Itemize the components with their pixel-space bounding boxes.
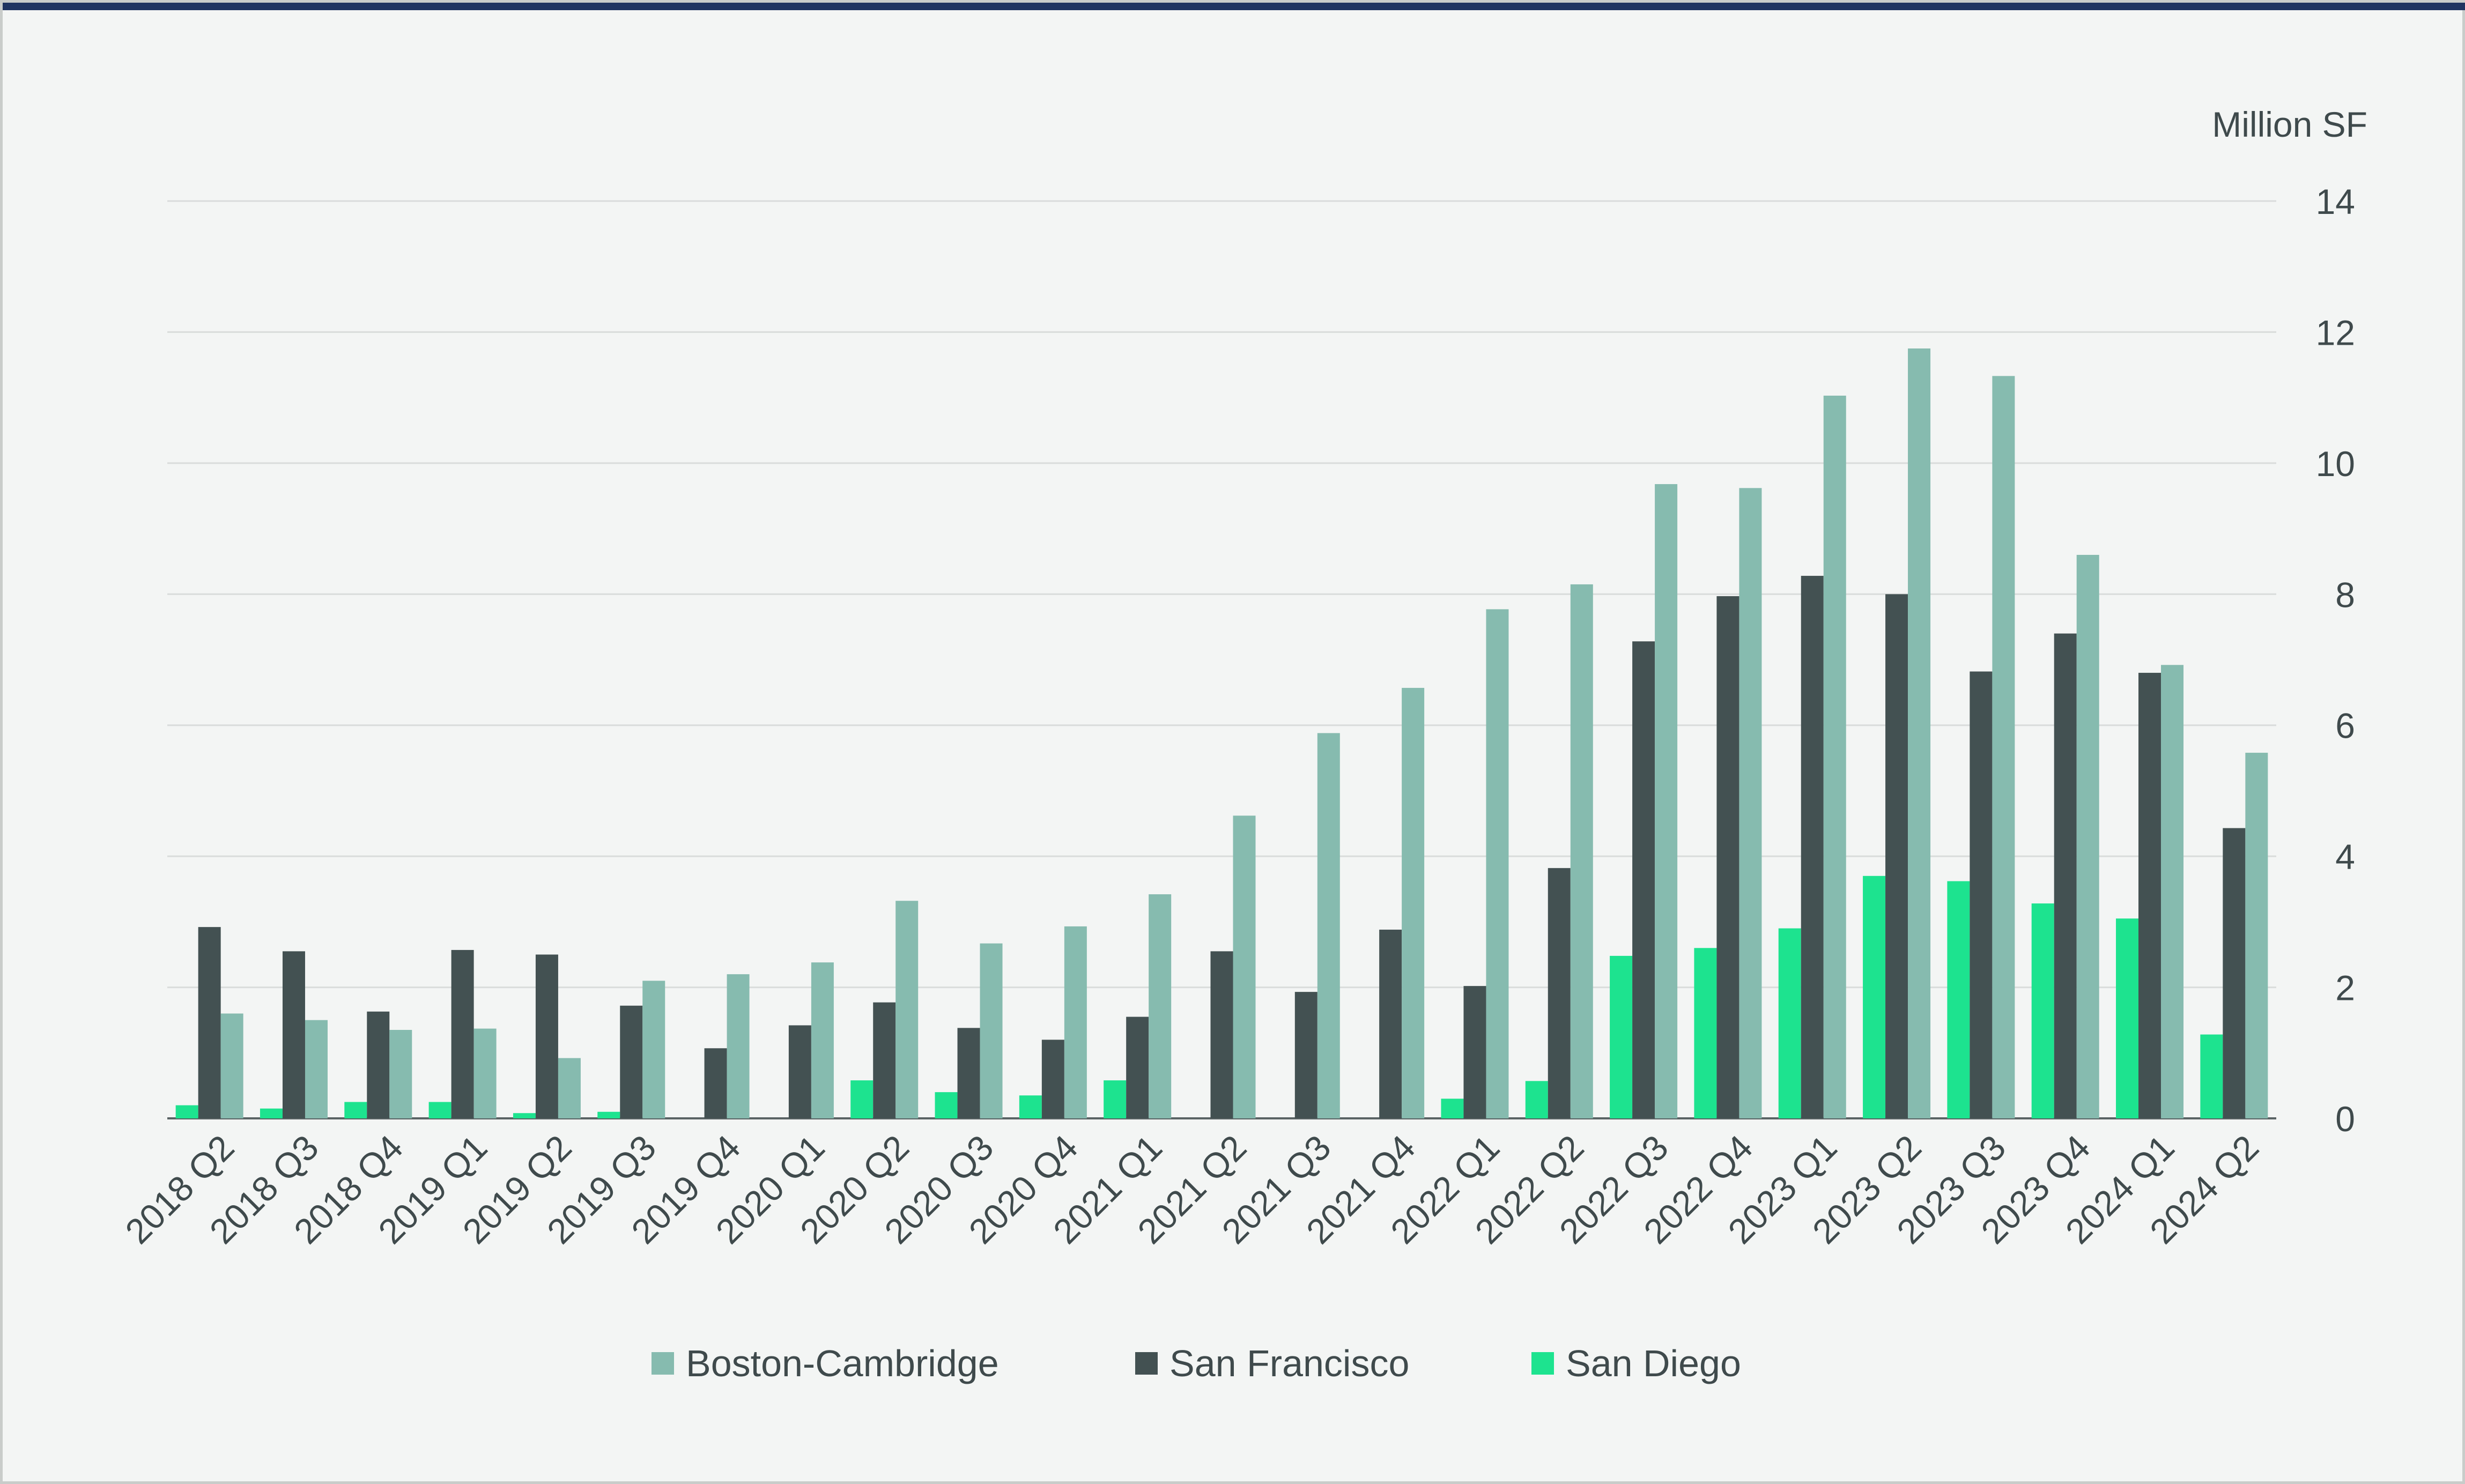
- bar-boston-cambridge: [305, 1020, 328, 1118]
- bar-san-diego: [2116, 918, 2139, 1118]
- bar-boston-cambridge: [1739, 488, 1762, 1118]
- bar-san-diego: [597, 1111, 620, 1118]
- bar-boston-cambridge: [1486, 609, 1509, 1118]
- bar-san-francisco: [1041, 1040, 1064, 1118]
- bar-boston-cambridge: [811, 962, 834, 1118]
- bar-san-diego: [1610, 955, 1633, 1118]
- legend: Boston-Cambridge San Francisco San Diego: [652, 1342, 1741, 1384]
- bar-san-francisco: [198, 927, 221, 1118]
- bar-san-diego: [1947, 881, 1970, 1118]
- bar-san-francisco: [1885, 594, 1908, 1118]
- bar-san-francisco: [957, 1028, 980, 1118]
- legend-label: San Diego: [1566, 1342, 1741, 1384]
- bar-boston-cambridge: [1402, 688, 1425, 1118]
- y-tick-label: 12: [2316, 313, 2355, 352]
- legend-swatch: [1531, 1352, 1554, 1375]
- bar-san-francisco: [1210, 951, 1233, 1118]
- bars: [175, 348, 2268, 1118]
- bar-san-francisco: [535, 954, 558, 1118]
- bar-boston-cambridge: [1823, 395, 1846, 1118]
- bar-boston-cambridge: [389, 1030, 412, 1118]
- bar-san-diego: [1441, 1099, 1464, 1118]
- bar-san-diego: [935, 1092, 958, 1118]
- y-tick-label: 6: [2335, 706, 2355, 746]
- bar-san-diego: [428, 1102, 451, 1118]
- y-tick-label: 2: [2335, 968, 2355, 1008]
- bar-san-francisco: [704, 1048, 727, 1118]
- bar-boston-cambridge: [2161, 665, 2184, 1118]
- bar-san-francisco: [2223, 828, 2246, 1118]
- bar-san-diego: [344, 1102, 367, 1118]
- legend-label: San Francisco: [1169, 1342, 1409, 1384]
- legend-swatch: [1135, 1352, 1158, 1375]
- bar-san-diego: [1694, 948, 1717, 1118]
- legend-label: Boston-Cambridge: [686, 1342, 999, 1384]
- bar-boston-cambridge: [1908, 348, 1931, 1118]
- y-axis-label: Million SF: [2212, 105, 2367, 144]
- bar-san-francisco: [1801, 576, 1824, 1118]
- y-tick-label: 14: [2316, 182, 2355, 221]
- bar-boston-cambridge: [1992, 376, 2015, 1118]
- bar-san-francisco: [1632, 641, 1655, 1118]
- bar-boston-cambridge: [1064, 926, 1087, 1118]
- bar-san-diego: [175, 1105, 198, 1118]
- bar-san-francisco: [1294, 992, 1317, 1118]
- bar-boston-cambridge: [473, 1028, 497, 1118]
- bar-san-francisco: [1970, 671, 1993, 1118]
- bar-san-francisco: [367, 1011, 390, 1118]
- bar-san-diego: [1778, 928, 1801, 1118]
- bar-san-francisco: [1463, 986, 1486, 1118]
- bar-san-francisco: [620, 1005, 643, 1118]
- bar-san-francisco: [788, 1025, 811, 1118]
- y-tick-label: 4: [2335, 837, 2355, 877]
- bar-san-diego: [1019, 1095, 1042, 1118]
- bar-boston-cambridge: [558, 1058, 581, 1118]
- bar-san-francisco: [2054, 633, 2077, 1118]
- bar-san-diego: [513, 1113, 536, 1118]
- bar-boston-cambridge: [1317, 733, 1340, 1118]
- bar-san-diego: [850, 1080, 874, 1118]
- bar-san-diego: [1104, 1080, 1127, 1118]
- bar-boston-cambridge: [1233, 815, 1256, 1118]
- bar-boston-cambridge: [220, 1013, 243, 1118]
- bar-san-diego: [1863, 875, 1886, 1118]
- y-tick-label: 8: [2335, 575, 2355, 614]
- bar-boston-cambridge: [2245, 753, 2268, 1118]
- legend-swatch: [652, 1352, 674, 1375]
- bar-san-francisco: [1716, 596, 1739, 1118]
- bar-san-francisco: [1379, 930, 1402, 1118]
- y-axis-ticks: 0 2 4 6 8 10 12 14: [2316, 182, 2355, 1139]
- bar-boston-cambridge: [642, 981, 665, 1118]
- bar-san-diego: [2200, 1034, 2223, 1118]
- y-tick-label: 0: [2335, 1099, 2355, 1139]
- bar-san-francisco: [282, 951, 305, 1118]
- bar-boston-cambridge: [1655, 484, 1678, 1118]
- bar-san-diego: [260, 1108, 283, 1118]
- bar-san-diego: [1525, 1081, 1548, 1118]
- bar-boston-cambridge: [1570, 584, 1593, 1118]
- bar-boston-cambridge: [980, 943, 1003, 1118]
- bar-boston-cambridge: [2076, 554, 2099, 1118]
- bar-boston-cambridge: [727, 974, 750, 1118]
- top-accent-bar: [3, 3, 2465, 10]
- bar-san-francisco: [873, 1002, 896, 1118]
- bar-boston-cambridge: [895, 901, 919, 1118]
- bar-san-francisco: [451, 949, 474, 1118]
- bar-san-francisco: [1126, 1016, 1149, 1118]
- bar-san-francisco: [1548, 868, 1571, 1118]
- bar-boston-cambridge: [1149, 894, 1172, 1118]
- bar-san-diego: [2031, 903, 2054, 1118]
- y-tick-label: 10: [2316, 444, 2355, 484]
- bar-san-francisco: [2138, 672, 2161, 1118]
